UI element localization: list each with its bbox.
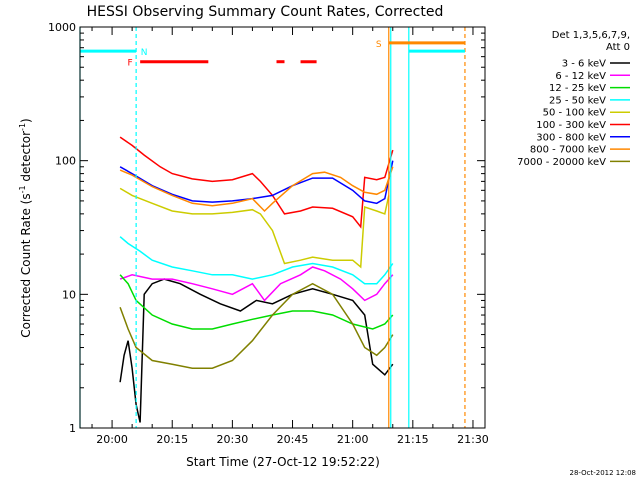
- legend-detector-line: Det 1,3,5,6,7,9,: [552, 30, 630, 41]
- y-tick-label-1: 1: [69, 422, 76, 435]
- x-tick-label-6: 21:15: [397, 433, 429, 446]
- axis-layer: 20:00 20:15 20:30 20:45 21:00 21:15 21:30 1 10 10…: [48, 21, 489, 446]
- x-tick-label-5: 21:00: [337, 433, 369, 446]
- flag-label-f: F: [128, 59, 133, 69]
- x-tick-label-7: 21:30: [457, 433, 489, 446]
- legend-label-3: 12 - 25 keV: [549, 83, 606, 94]
- flag-layer: N S F: [79, 27, 466, 428]
- y-tick-label-2: 10: [62, 288, 76, 301]
- x-tick-label-3: 20:30: [217, 433, 249, 446]
- series-line-2: [119, 266, 394, 302]
- series-line-9: [119, 282, 394, 369]
- flag-label-s: S: [376, 40, 382, 50]
- legend-label-1: 3 - 6 keV: [562, 59, 606, 70]
- legend-label-5: 50 - 100 keV: [543, 108, 607, 119]
- series-layer: [119, 136, 394, 423]
- x-axis-label: Start Time (27-Oct-12 19:52:22): [186, 455, 380, 469]
- series-line-8: [119, 166, 394, 213]
- series-line-5: [119, 187, 390, 269]
- y-tick-label-4: 1000: [48, 21, 76, 34]
- series-line-7: [119, 160, 394, 205]
- legend-attenuator-line: Att 0: [606, 42, 630, 53]
- plot-frame: [79, 26, 486, 429]
- x-tick-label-1: 20:00: [96, 433, 128, 446]
- x-tick-label-2: 20:15: [156, 433, 188, 446]
- x-tick-label-4: 20:45: [277, 433, 309, 446]
- chart-title: HESSI Observing Summary Count Rates, Cor…: [87, 4, 444, 20]
- legend-label-4: 25 - 50 keV: [549, 95, 606, 106]
- legend-label-6: 100 - 300 keV: [536, 120, 606, 131]
- series-line-1: [119, 278, 394, 423]
- legend-label-9: 7000 - 20000 keV: [517, 157, 606, 168]
- y-tick-label-3: 100: [55, 155, 76, 168]
- legend-label-7: 300 - 800 keV: [536, 132, 606, 143]
- y-axis-label: Corrected Count Rate (s-1 detector-1): [18, 118, 33, 337]
- series-line-6: [119, 136, 394, 229]
- series-line-3: [119, 274, 394, 330]
- footer-timestamp: 28-Oct-2012 12:08: [570, 469, 636, 477]
- flag-label-n: N: [141, 48, 148, 58]
- series-line-4: [119, 236, 394, 285]
- legend-label-2: 6 - 12 keV: [555, 71, 606, 82]
- legend-label-8: 800 - 7000 keV: [530, 145, 606, 156]
